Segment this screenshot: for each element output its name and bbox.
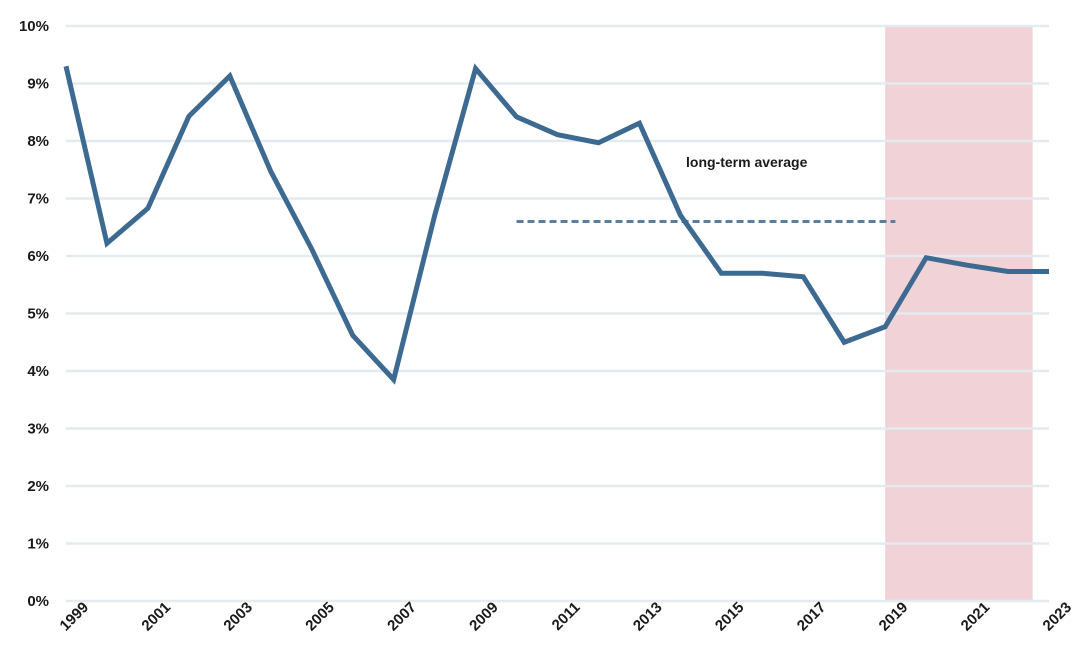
x-tick-label: 2003 bbox=[220, 599, 256, 635]
x-tick-label: 2011 bbox=[549, 599, 584, 634]
x-tick-label: 2015 bbox=[712, 599, 748, 635]
x-tick-label: 2007 bbox=[384, 599, 420, 635]
x-tick-label: 2001 bbox=[138, 599, 174, 635]
x-axis-ticks: 1999 2001 2003 2005 2007 2009 2011 2013 2015 2017… bbox=[57, 599, 1076, 635]
x-tick-label: 2023 bbox=[1040, 599, 1076, 635]
y-tick-label: 9% bbox=[27, 76, 49, 93]
y-tick-label: 3% bbox=[27, 421, 49, 438]
gridlines bbox=[66, 24, 1049, 603]
y-tick-label: 0% bbox=[27, 593, 49, 610]
y-tick-label: 2% bbox=[27, 478, 49, 495]
x-tick-label: 2013 bbox=[630, 599, 666, 635]
x-tick-label: 1999 bbox=[57, 599, 93, 635]
x-tick-label: 2017 bbox=[794, 599, 830, 635]
y-tick-label: 10% bbox=[19, 18, 49, 35]
y-tick-label: 1% bbox=[27, 536, 49, 553]
y-tick-label: 8% bbox=[27, 133, 49, 150]
reference-line-label: long-term average bbox=[686, 154, 808, 170]
x-tick-label: 2021 bbox=[958, 599, 994, 635]
series-layer bbox=[63, 63, 1050, 385]
y-tick-label: 6% bbox=[27, 248, 49, 265]
x-tick-label: 2005 bbox=[302, 599, 338, 635]
y-axis-ticks: 0% 1% 2% 3% 4% 5% 6% 7% 8% 9% 10% bbox=[19, 18, 49, 610]
x-tick-label: 2009 bbox=[466, 599, 502, 635]
x-tick-label: 2019 bbox=[876, 599, 912, 635]
y-tick-label: 7% bbox=[27, 191, 49, 208]
y-tick-label: 4% bbox=[27, 363, 49, 380]
y-tick-label: 5% bbox=[27, 306, 49, 323]
